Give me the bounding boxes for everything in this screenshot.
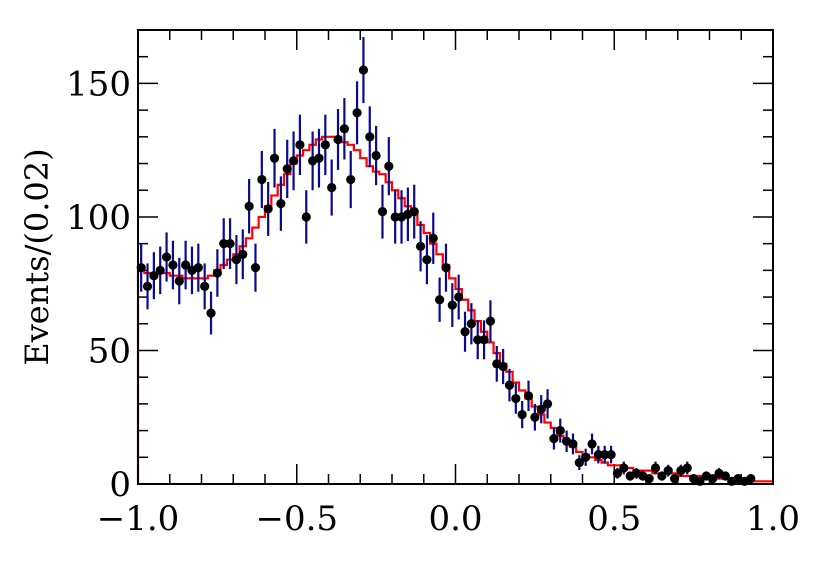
x-tick-labels: −1.0 −0.5 0.0 0.5 1.0 (97, 499, 800, 539)
data-point (460, 327, 470, 337)
data-point (669, 474, 680, 484)
data-point (193, 263, 203, 273)
data-point (581, 452, 591, 462)
data-point (454, 292, 464, 302)
data-point (225, 239, 235, 249)
data-point (142, 281, 153, 291)
data-point (682, 463, 692, 473)
data-point (365, 132, 375, 142)
x-tick-label: −1.0 (97, 499, 180, 539)
data-point (250, 263, 261, 273)
data-point (333, 134, 343, 145)
data-point (149, 271, 159, 281)
data-points (136, 65, 756, 486)
x-tick-label: 0.0 (428, 499, 482, 539)
data-point (390, 212, 400, 222)
x-tick-label: 0.5 (587, 499, 641, 539)
y-tick-label: 100 (66, 198, 131, 238)
y-tick-label: 0 (109, 465, 131, 505)
data-point (473, 335, 483, 345)
data-point (263, 204, 273, 214)
data-point (574, 458, 584, 468)
data-point (612, 468, 623, 478)
data-point (746, 474, 756, 484)
data-point (498, 361, 508, 372)
data-point (536, 404, 546, 414)
plot-frame (137, 29, 774, 485)
data-point (295, 140, 305, 150)
data-point (587, 439, 597, 449)
data-point (549, 434, 559, 444)
data-point (720, 471, 730, 481)
data-point (231, 255, 242, 265)
data-point (428, 233, 438, 243)
data-point (301, 212, 311, 222)
data-point (244, 201, 254, 211)
data-point (377, 207, 388, 217)
data-point (447, 300, 457, 310)
data-point (568, 439, 578, 449)
data-point (174, 276, 184, 286)
y-axis-title: Events/(0.02) (18, 148, 56, 365)
data-point (619, 463, 629, 473)
data-point (517, 409, 527, 420)
x-tick-label: −0.5 (255, 499, 338, 539)
data-point (161, 252, 172, 262)
data-point (181, 260, 191, 270)
data-point (200, 281, 210, 291)
data-point (644, 474, 654, 484)
data-point (276, 198, 286, 209)
data-point (530, 412, 540, 422)
data-point (155, 265, 165, 275)
data-point (650, 463, 661, 473)
y-tick-label: 50 (88, 331, 131, 371)
data-point (435, 295, 445, 305)
data-point (409, 207, 419, 217)
y-tick-labels: 0 50 100 150 (66, 64, 131, 505)
model-histogram (136, 135, 773, 484)
data-point (504, 380, 515, 390)
data-point (320, 140, 330, 150)
data-point (238, 249, 248, 259)
data-point (663, 466, 673, 476)
data-point (555, 425, 565, 436)
data-point (415, 241, 426, 251)
data-point (339, 124, 349, 134)
data-point (593, 450, 603, 460)
data-point (511, 393, 521, 404)
data-point (168, 260, 178, 270)
data-point (485, 316, 496, 326)
x-tick-label: 1.0 (746, 499, 800, 539)
data-point (708, 474, 718, 484)
data-point (327, 182, 337, 193)
data-point (371, 150, 381, 161)
data-point (314, 153, 324, 163)
y-tick-label: 150 (66, 64, 131, 104)
data-point (212, 268, 222, 278)
data-point (257, 174, 267, 185)
data-point (352, 108, 362, 118)
data-point (219, 239, 229, 249)
data-point (600, 450, 610, 460)
data-point (466, 319, 476, 329)
model-step-line (136, 135, 773, 484)
data-point (269, 153, 280, 163)
data-point (282, 164, 292, 174)
data-point (606, 450, 616, 460)
data-point (422, 255, 432, 265)
data-point (441, 263, 451, 273)
data-point (657, 471, 667, 481)
data-point (542, 399, 553, 409)
data-point (523, 391, 534, 401)
data-point (288, 156, 299, 166)
data-point (384, 161, 394, 171)
data-point (206, 308, 216, 318)
data-point (346, 174, 356, 185)
data-point (358, 65, 369, 75)
data-point (479, 335, 489, 345)
